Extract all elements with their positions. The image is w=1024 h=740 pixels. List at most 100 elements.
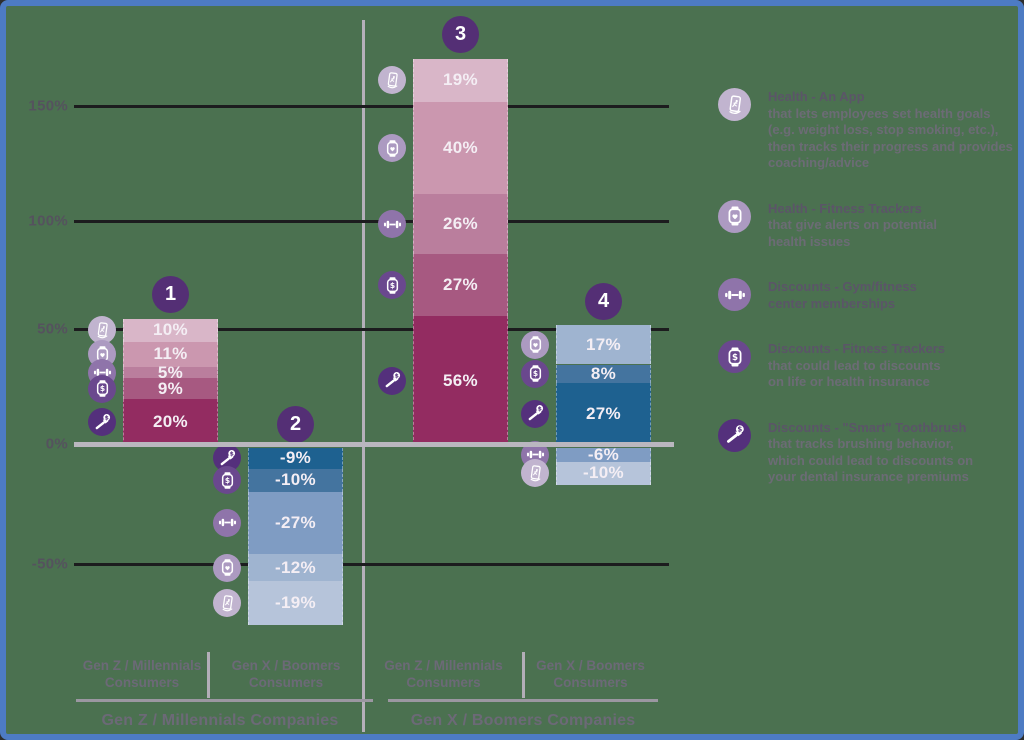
company-divider-line — [362, 20, 365, 732]
legend-title: Discounts - Fitness Trackers — [768, 341, 946, 356]
bar-segment-label: 26% — [443, 214, 478, 234]
zero-axis-line — [74, 442, 674, 447]
bar-segment-label: -6% — [587, 444, 620, 464]
health-fitness-tracker-icon — [718, 199, 751, 233]
bar-segment-health-fitness-tracker: 40% — [413, 102, 508, 195]
svg-text:$: $ — [99, 384, 104, 393]
health-app-icon — [213, 589, 241, 618]
bar-segment-discounts-toothbrush: 20% — [123, 399, 218, 445]
discounts-toothbrush-icon: $ — [378, 366, 406, 395]
company-axis-line-right — [388, 699, 658, 702]
legend-description: that tracks brushing behavior, which cou… — [768, 436, 974, 484]
discounts-toothbrush-icon: $ — [718, 418, 751, 452]
bar-number-badge: 2 — [277, 405, 314, 443]
svg-text:$: $ — [537, 406, 541, 413]
health-fitness-tracker-icon — [521, 330, 549, 359]
legend-text: Discounts - Gym/fitness center membershi… — [768, 278, 917, 312]
bar-segment-label: 19% — [443, 70, 478, 90]
discounts-gym-icon — [378, 210, 406, 239]
svg-text:$: $ — [394, 373, 398, 380]
discounts-gym-icon — [213, 508, 241, 537]
consumer-label-2: Gen X / Boomers Consumers — [231, 658, 341, 690]
bar-segment-label: 40% — [443, 138, 478, 158]
health-fitness-tracker-icon — [378, 134, 406, 163]
bar-segment-health-fitness-tracker: -12% — [248, 553, 343, 582]
legend-title: Discounts - "Smart" Toothbrush — [768, 419, 967, 435]
legend-title: Discounts - Gym/fitness center membershi… — [768, 279, 917, 311]
bar-segment-label: 10% — [153, 320, 188, 339]
legend-item: Health - An App that lets employees set h… — [718, 88, 1018, 172]
bar-segment-discounts-toothbrush: -9% — [248, 448, 343, 469]
bar-segment-discounts-toothbrush: 27% — [556, 382, 651, 445]
discounts-fitness-tracker-icon: $ — [718, 340, 751, 373]
legend-text: Discounts - "Smart" Toothbrush that track… — [768, 419, 973, 486]
discounts-toothbrush-icon: $ — [88, 408, 116, 436]
health-app-icon — [521, 459, 549, 488]
bar-segment-label: 9% — [157, 378, 184, 398]
svg-text:$: $ — [229, 450, 233, 457]
y-tick-neg50: -50% — [31, 555, 68, 573]
bar-segment-discounts-fitness-tracker: 8% — [556, 363, 651, 383]
discounts-fitness-tracker-icon: $ — [88, 374, 116, 403]
svg-text:$: $ — [389, 281, 394, 290]
bar-segment-label: 27% — [586, 403, 621, 423]
bar-segment-label: 27% — [443, 275, 478, 295]
discounts-gym-icon — [718, 278, 751, 311]
bar-segment-label: 8% — [590, 363, 617, 383]
legend-item: Health - Fitness Trackers that give alert… — [718, 199, 1018, 251]
bar-segment-label: -12% — [275, 557, 316, 577]
legend-item: Discounts - Gym/fitness center membershi… — [718, 278, 1018, 312]
bar-segment-health-app: -19% — [248, 581, 343, 626]
bar-segment-label: 56% — [443, 370, 478, 390]
gridline-50 — [74, 328, 669, 331]
bar-segment-discounts-fitness-tracker: 27% — [413, 254, 508, 317]
y-tick-0: 0% — [45, 435, 68, 453]
svg-text:$: $ — [731, 353, 737, 363]
company-axis-line-left — [76, 699, 373, 702]
legend-text: Health - Fitness Trackers that give alert… — [768, 200, 937, 251]
company-label-genx: Gen X / Boomers Companies — [410, 712, 636, 729]
svg-text:$: $ — [737, 426, 742, 434]
legend-title: Health - Fitness Trackers — [768, 200, 922, 216]
bar-segment-label: 5% — [157, 362, 184, 382]
gridline-neg50 — [74, 563, 669, 566]
bar-segment-health-app: 10% — [123, 318, 218, 342]
health-app-icon — [718, 88, 751, 121]
health-app-icon — [88, 316, 116, 344]
discounts-fitness-tracker-icon: $ — [378, 271, 406, 300]
svg-text:$: $ — [104, 414, 108, 421]
bar-segment-discounts-gym: -27% — [248, 491, 343, 554]
bar-segment-discounts-gym: -6% — [556, 444, 651, 464]
bar-segment-label: 11% — [153, 344, 188, 364]
bar-number-badge: 4 — [585, 282, 622, 320]
legend-text: Discounts - Fitness Trackers that could l… — [768, 340, 945, 391]
legend-item: $ Discounts - "Smart" Toothbrush that trac… — [718, 418, 1018, 486]
legend-description: that lets employees set health goals (e.… — [768, 105, 1013, 171]
consumer-label-3: Gen Z / Millennials Consumers — [384, 658, 503, 690]
bar-segment-health-app: -10% — [556, 461, 651, 485]
bar-number-badge: 3 — [442, 16, 479, 54]
svg-text:$: $ — [532, 369, 537, 378]
bar-segment-discounts-toothbrush: 56% — [413, 316, 508, 445]
legend-description: that could lead to discounts on life or … — [768, 357, 941, 390]
bar-segment-label: -19% — [275, 593, 316, 613]
consumer-label-1: Gen Z / Millennials Consumers — [82, 658, 202, 690]
bar-number-badge: 1 — [152, 276, 189, 313]
bar-segment-discounts-fitness-tracker: -10% — [248, 468, 343, 492]
bar-segment-label: -10% — [583, 463, 624, 483]
legend-item: $ Discounts - Fitness Trackers that could … — [718, 340, 1018, 391]
bar-segment-label: -9% — [279, 448, 312, 468]
discounts-fitness-tracker-icon: $ — [213, 466, 241, 495]
legend: Health - An App that lets employees set h… — [718, 88, 1018, 486]
y-tick-50: 50% — [37, 320, 68, 338]
legend-text: Health - An App that lets employees set h… — [768, 88, 1013, 172]
health-app-icon — [378, 66, 406, 95]
discounts-fitness-tracker-icon: $ — [521, 359, 549, 388]
bar-segment-label: 17% — [586, 334, 621, 354]
bar-segment-label: 20% — [153, 412, 188, 431]
bar-segment-discounts-gym: 26% — [413, 194, 508, 255]
bar-segment-health-fitness-tracker: 11% — [123, 341, 218, 367]
consumer-label-4: Gen X / Boomers Consumers — [536, 658, 645, 690]
consumer-divider-left — [207, 652, 210, 698]
